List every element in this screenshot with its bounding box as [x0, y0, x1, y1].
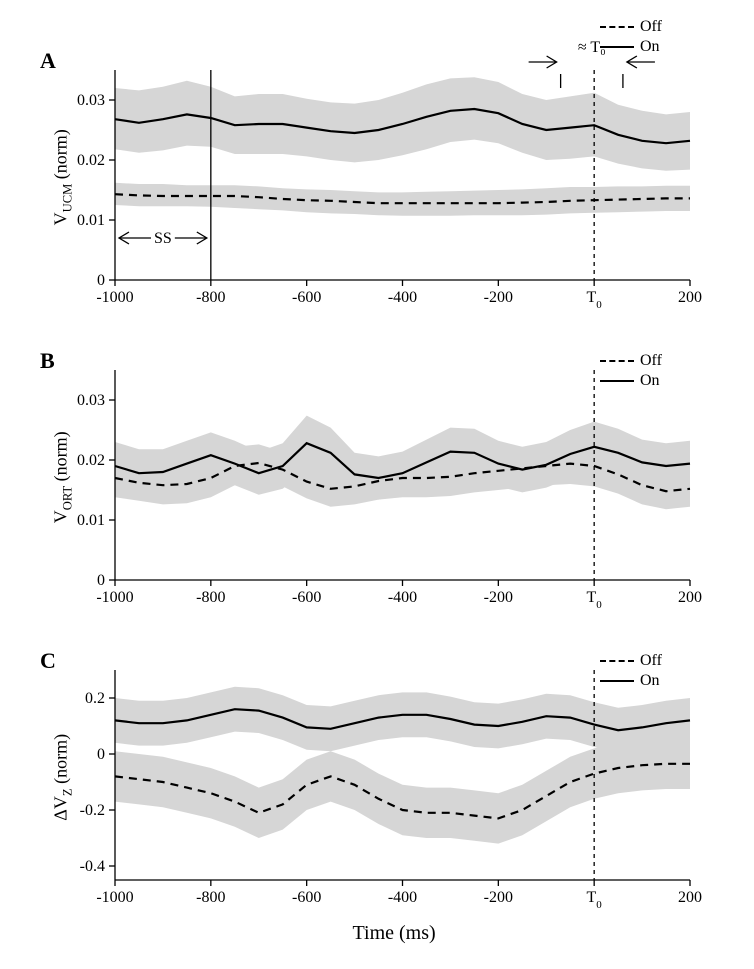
ylabel-C: ΔVZ (norm)	[51, 717, 76, 837]
xtick-label-t0: T0	[587, 589, 603, 611]
legend-line-icon	[600, 380, 634, 382]
legend-label: Off	[640, 652, 662, 670]
ytick-label: 0.03	[77, 392, 105, 409]
xtick-label: -600	[292, 589, 321, 606]
xtick-label: 200	[678, 889, 702, 906]
legend-item-off: Off	[600, 352, 662, 370]
ytick-label: 0.01	[77, 512, 105, 529]
panel-letter-C: C	[40, 648, 56, 674]
ytick-label: 0.01	[77, 212, 105, 229]
xtick-label: -600	[292, 289, 321, 306]
ytick-label: -0.2	[80, 802, 105, 819]
legend-label: On	[640, 672, 660, 690]
band-on	[115, 687, 690, 753]
panel-C: -0.4-0.200.2-1000-800-600-400-200T0200	[115, 670, 690, 880]
xtick-label: -200	[484, 889, 513, 906]
ytick-label: -0.4	[80, 858, 105, 875]
ytick-label: 0.02	[77, 152, 105, 169]
ylabel-B: VORT (norm)	[51, 417, 76, 537]
legend-line-icon	[600, 680, 634, 682]
legend-line-icon	[600, 26, 634, 28]
xtick-label: -1000	[96, 589, 133, 606]
panel-letter-B: B	[40, 348, 55, 374]
legend-line-icon	[600, 360, 634, 362]
panel-B: 00.010.020.03-1000-800-600-400-200T0200	[115, 370, 690, 580]
legend-A: Off On	[600, 18, 662, 58]
ytick-label: 0.02	[77, 452, 105, 469]
ytick-label: 0.03	[77, 92, 105, 109]
xtick-label-t0: T0	[587, 889, 603, 911]
ytick-label: 0	[97, 272, 105, 289]
figure: SS≈ T₀00.010.020.03-1000-800-600-400-200…	[0, 0, 754, 969]
ytick-label: 0	[97, 572, 105, 589]
legend-item-on: On	[600, 672, 662, 690]
band-off	[115, 183, 690, 216]
legend-label: On	[640, 372, 660, 390]
legend-item-on: On	[600, 372, 662, 390]
panel-A: SS≈ T₀00.010.020.03-1000-800-600-400-200…	[115, 70, 690, 280]
legend-label: Off	[640, 352, 662, 370]
panel-letter-A: A	[40, 48, 56, 74]
legend-label: On	[640, 38, 660, 56]
legend-B: Off On	[600, 352, 662, 392]
ytick-label: 0.2	[85, 690, 105, 707]
xtick-label: -800	[196, 289, 225, 306]
xtick-label: -200	[484, 289, 513, 306]
xtick-label: -400	[388, 289, 417, 306]
xtick-label: -1000	[96, 889, 133, 906]
xtick-label: -800	[196, 589, 225, 606]
xtick-label: 200	[678, 289, 702, 306]
legend-line-icon	[600, 660, 634, 662]
xtick-label: 200	[678, 589, 702, 606]
ylabel-A: VUCM (norm)	[51, 117, 76, 237]
xtick-label: -1000	[96, 289, 133, 306]
xtick-label: -600	[292, 889, 321, 906]
xlabel: Time (ms)	[353, 922, 436, 945]
legend-line-icon	[600, 46, 634, 48]
xtick-label-t0: T0	[587, 289, 603, 311]
xtick-label: -400	[388, 589, 417, 606]
legend-item-on: On	[600, 38, 662, 56]
legend-label: Off	[640, 18, 662, 36]
xtick-label: -400	[388, 889, 417, 906]
legend-C: Off On	[600, 652, 662, 692]
ss-label: SS	[154, 230, 172, 247]
legend-item-off: Off	[600, 18, 662, 36]
legend-item-off: Off	[600, 652, 662, 670]
xtick-label: -200	[484, 589, 513, 606]
xtick-label: -800	[196, 889, 225, 906]
ytick-label: 0	[97, 746, 105, 763]
